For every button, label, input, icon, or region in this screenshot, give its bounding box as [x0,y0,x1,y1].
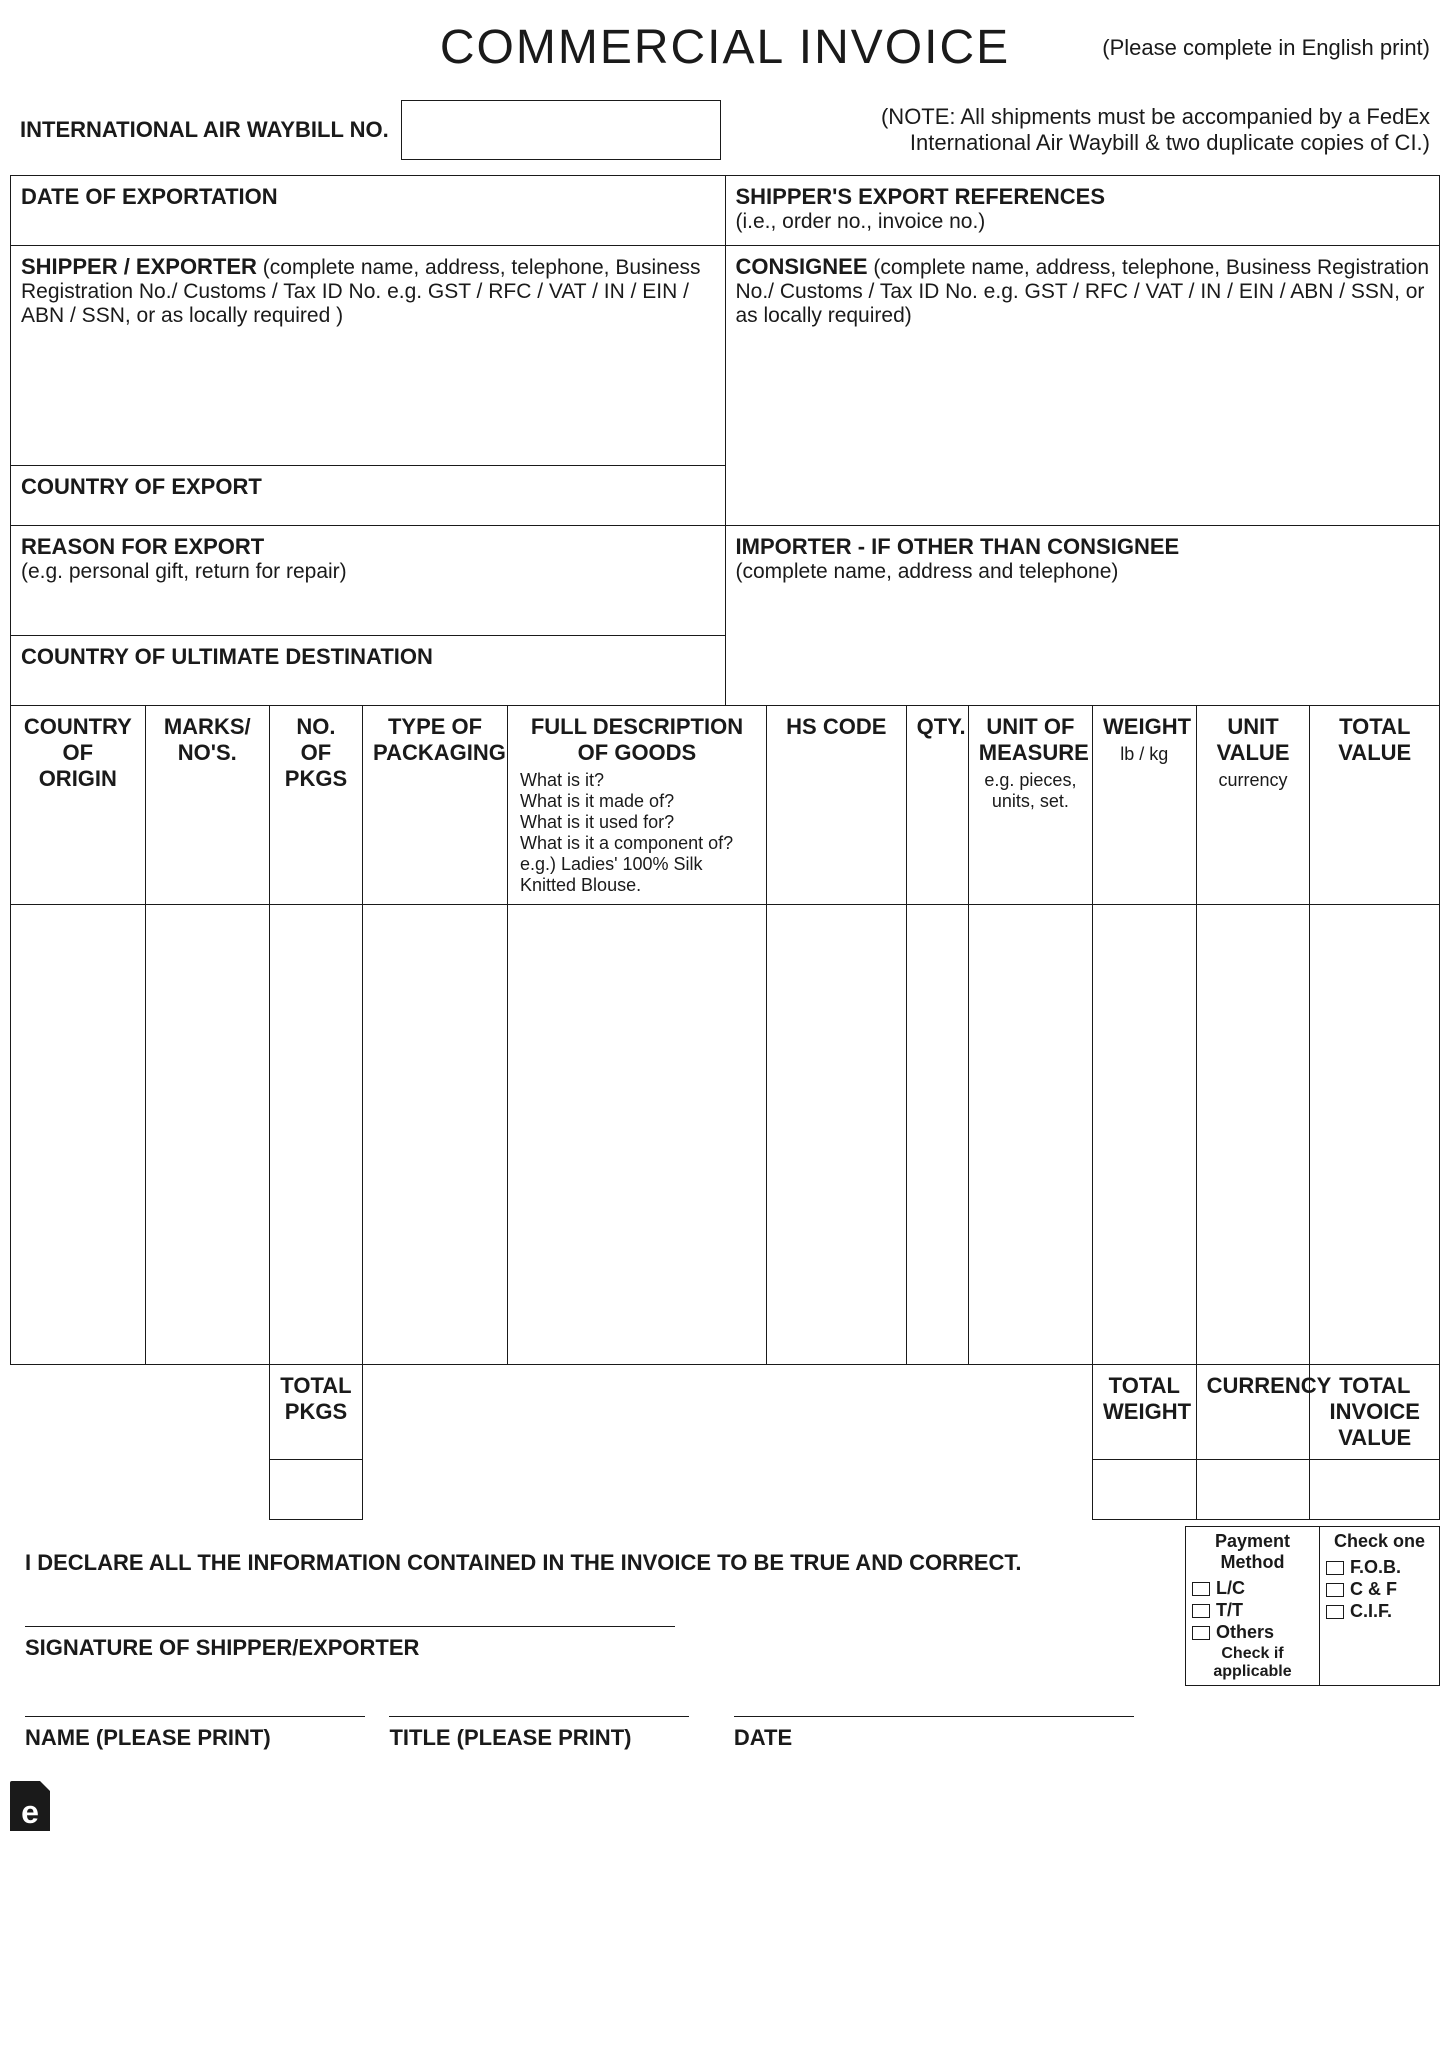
reason-export-cell[interactable]: REASON FOR EXPORT (e.g. personal gift, r… [11,526,726,636]
shipper-ref-label: SHIPPER'S EXPORT REFERENCES [736,184,1106,209]
totals-value-row[interactable] [11,1460,1440,1520]
shipper-cell[interactable]: SHIPPER / EXPORTER (complete name, addre… [11,246,726,466]
total-pkgs-value[interactable] [269,1460,362,1520]
col-marks: MARKS/ NO'S. [145,706,269,905]
country-export-cell[interactable]: COUNTRY OF EXPORT [11,466,726,526]
importer-note: (complete name, address and telephone) [736,560,1119,583]
upper-form-table: DATE OF EXPORTATION SHIPPER'S EXPORT REF… [10,175,1440,706]
name-label: NAME (PLEASE PRINT) [25,1725,271,1750]
currency-value[interactable] [1196,1460,1310,1520]
currency-label: CURRENCY [1196,1365,1310,1460]
logo-icon: e [10,1781,50,1831]
items-header-row: COUNTRY OF ORIGIN MARKS/ NO'S. NO. OF PK… [11,706,1440,905]
title-row: COMMERCIAL INVOICE (Please complete in E… [10,20,1440,75]
declaration-text: I DECLARE ALL THE INFORMATION CONTAINED … [25,1550,1022,1576]
col-weight-note: lb / kg [1103,740,1186,765]
col-pkg-type: TYPE OF PACKAGING [363,706,508,905]
col-unit-value: UNIT VALUE currency [1196,706,1310,905]
col-unit-value-label: UNIT VALUE [1217,714,1290,765]
waybill-row: INTERNATIONAL AIR WAYBILL NO. (NOTE: All… [10,100,1440,160]
terms-box: Check one F.O.B. C & F C.I.F. [1320,1526,1440,1686]
col-uom: UNIT OF MEASURE e.g. pieces, units, set. [968,706,1092,905]
total-weight-label: TOTAL WEIGHT [1093,1365,1197,1460]
checkbox-tt[interactable] [1192,1604,1210,1618]
signature-label: SIGNATURE OF SHIPPER/EXPORTER [25,1635,675,1661]
date-label: DATE [734,1725,792,1750]
shipper-ref-note: (i.e., order no., invoice no.) [736,210,986,233]
waybill-label: INTERNATIONAL AIR WAYBILL NO. [20,117,389,143]
consignee-cell[interactable]: CONSIGNEE (complete name, address, telep… [725,246,1440,526]
reason-export-note: (e.g. personal gift, return for repair) [21,560,347,583]
col-unit-value-note: currency [1207,766,1300,791]
col-weight-label: WEIGHT [1103,714,1191,739]
checkbox-lc[interactable] [1192,1582,1210,1596]
title-label: TITLE (PLEASE PRINT) [389,1725,631,1750]
payment-footer: Check if applicable [1192,1645,1313,1681]
col-origin: COUNTRY OF ORIGIN [11,706,146,905]
col-hs: HS CODE [766,706,906,905]
commercial-invoice-form: COMMERCIAL INVOICE (Please complete in E… [0,0,1450,1841]
shipper-ref-cell[interactable]: SHIPPER'S EXPORT REFERENCES (i.e., order… [725,176,1440,246]
terms-fob: F.O.B. [1350,1557,1401,1577]
english-note: (Please complete in English print) [1102,35,1430,61]
date-exportation-label: DATE OF EXPORTATION [21,184,278,209]
totals-label-row: TOTAL PKGS TOTAL WEIGHT CURRENCY TOTAL I… [11,1365,1440,1460]
col-pkgs: NO. OF PKGS [269,706,362,905]
page-title: COMMERCIAL INVOICE [440,21,1010,74]
waybill-input[interactable] [401,100,721,160]
importer-label: IMPORTER - IF OTHER THAN CONSIGNEE [736,534,1180,559]
reason-export-label: REASON FOR EXPORT [21,534,264,559]
checkbox-others[interactable] [1192,1626,1210,1640]
checkbox-cif[interactable] [1326,1605,1344,1619]
col-uom-note: e.g. pieces, units, set. [979,766,1082,812]
ultimate-dest-label: COUNTRY OF ULTIMATE DESTINATION [21,644,433,669]
ultimate-dest-cell[interactable]: COUNTRY OF ULTIMATE DESTINATION [11,636,726,706]
col-desc-label: FULL DESCRIPTION OF GOODS [531,714,743,765]
payment-title: Payment Method [1192,1531,1313,1573]
terms-title: Check one [1326,1531,1433,1552]
col-desc-note: What is it? What is it made of? What is … [518,766,756,896]
payment-lc: L/C [1216,1578,1245,1598]
checkbox-fob[interactable] [1326,1561,1344,1575]
col-weight: WEIGHT lb / kg [1093,706,1197,905]
footer-left: I DECLARE ALL THE INFORMATION CONTAINED … [10,1520,1185,1761]
payment-tt: T/T [1216,1600,1243,1620]
consignee-label: CONSIGNEE [736,254,868,279]
payment-others: Others [1216,1622,1274,1642]
col-desc: FULL DESCRIPTION OF GOODS What is it? Wh… [508,706,767,905]
importer-cell[interactable]: IMPORTER - IF OTHER THAN CONSIGNEE (comp… [725,526,1440,706]
date-exportation-cell[interactable]: DATE OF EXPORTATION [11,176,726,246]
total-invoice-value[interactable] [1310,1460,1440,1520]
shipper-label: SHIPPER / EXPORTER [21,254,257,279]
col-qty: QTY. [906,706,968,905]
col-total-value: TOTAL VALUE [1310,706,1440,905]
waybill-note: (NOTE: All shipments must be accompanied… [810,104,1430,156]
col-uom-label: UNIT OF MEASURE [979,714,1089,765]
terms-cf: C & F [1350,1579,1397,1599]
checkbox-cf[interactable] [1326,1583,1344,1597]
payment-method-box: Payment Method L/C T/T Others Check if a… [1185,1526,1320,1686]
items-table: COUNTRY OF ORIGIN MARKS/ NO'S. NO. OF PK… [10,705,1440,1520]
total-weight-value[interactable] [1093,1460,1197,1520]
terms-cif: C.I.F. [1350,1601,1392,1621]
total-pkgs-label: TOTAL PKGS [269,1365,362,1460]
country-export-label: COUNTRY OF EXPORT [21,474,262,499]
items-body-row[interactable] [11,905,1440,1365]
